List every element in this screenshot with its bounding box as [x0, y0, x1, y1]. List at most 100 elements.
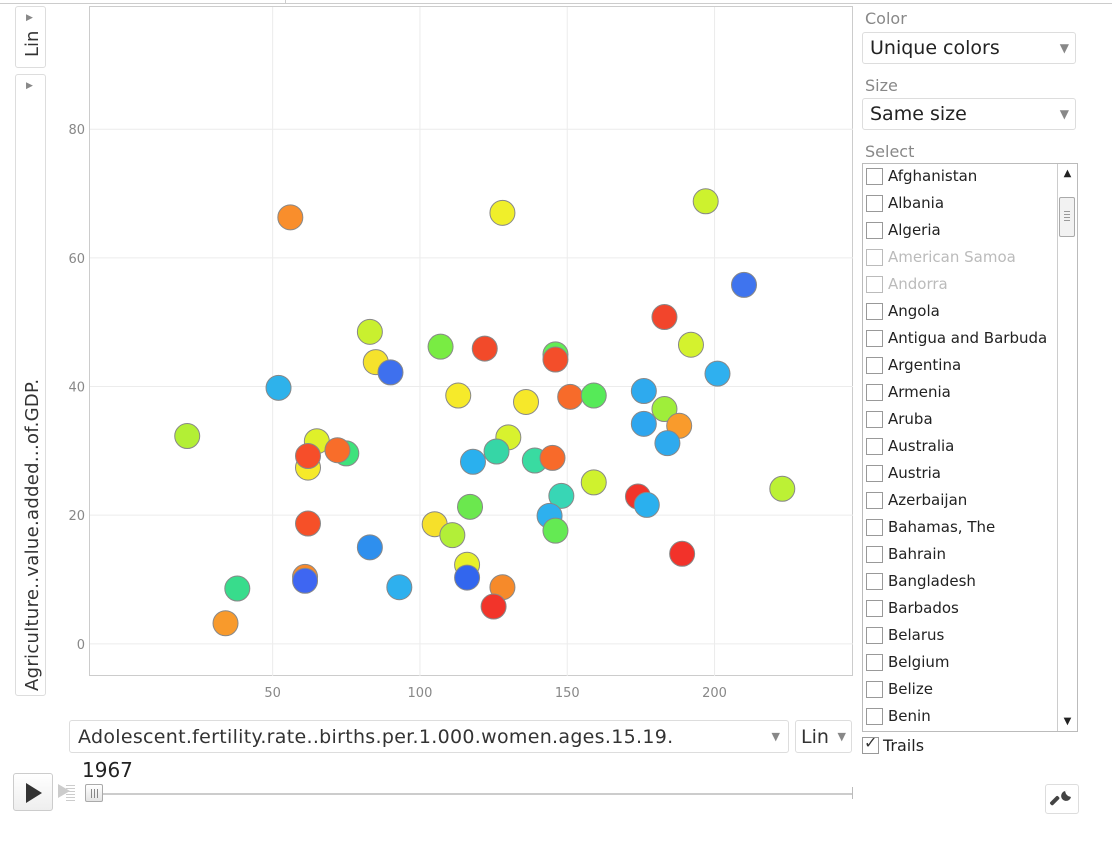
data-bubble[interactable] [295, 510, 321, 537]
scatter-chart[interactable]: 50 100 150 200 0 20 40 60 80 [0, 0, 860, 700]
data-bubble[interactable] [548, 482, 575, 509]
data-bubble[interactable] [630, 410, 657, 437]
list-item-checkbox[interactable] [866, 249, 883, 266]
list-item-checkbox[interactable] [866, 357, 883, 374]
data-bubble[interactable] [677, 331, 704, 358]
list-item-checkbox[interactable] [866, 573, 883, 590]
list-item[interactable]: Armenia [866, 380, 1056, 407]
x-variable-selector[interactable]: Adolescent.fertility.rate..births.per.1.… [69, 720, 789, 753]
list-item[interactable]: Argentina [866, 353, 1056, 380]
list-item[interactable]: Antigua and Barbuda [866, 326, 1056, 353]
list-item[interactable]: Azerbaijan [866, 488, 1056, 515]
list-item[interactable]: Belize [866, 677, 1056, 704]
list-item[interactable]: Bahamas, The [866, 515, 1056, 542]
list-item-checkbox[interactable] [866, 627, 883, 644]
list-item[interactable]: Aruba [866, 407, 1056, 434]
data-bubble[interactable] [651, 304, 678, 331]
data-bubble[interactable] [480, 593, 507, 620]
data-bubble[interactable] [439, 522, 466, 549]
data-bubble[interactable] [471, 335, 498, 362]
data-bubble[interactable] [692, 188, 719, 215]
list-item-checkbox[interactable] [866, 168, 883, 185]
play-button[interactable] [13, 773, 53, 811]
speed-control[interactable] [56, 780, 78, 806]
data-bubble[interactable] [277, 204, 304, 231]
data-bubble[interactable] [265, 374, 292, 401]
list-item-checkbox[interactable] [866, 384, 883, 401]
data-bubble[interactable] [654, 430, 681, 457]
data-bubble[interactable] [212, 610, 239, 637]
data-bubble[interactable] [356, 318, 383, 345]
list-item[interactable]: Bahrain [866, 542, 1056, 569]
list-item-checkbox[interactable] [866, 438, 883, 455]
y-scale-selector[interactable]: ▶ Lin [15, 6, 46, 68]
data-bubble[interactable] [457, 493, 484, 520]
data-bubble[interactable] [580, 469, 607, 496]
data-bubble[interactable] [542, 517, 569, 544]
list-item-checkbox[interactable] [866, 276, 883, 293]
y-variable-selector[interactable]: ▶ Agriculture..value.added...of.GDP. [15, 74, 46, 696]
list-item[interactable]: Albania [866, 191, 1056, 218]
time-slider-track[interactable] [94, 793, 853, 795]
data-bubble[interactable] [669, 540, 696, 567]
list-item-checkbox[interactable] [866, 411, 883, 428]
trails-checkbox[interactable] [862, 737, 879, 754]
time-slider-handle[interactable] [85, 784, 103, 802]
list-item[interactable]: American Samoa [866, 245, 1056, 272]
data-bubble[interactable] [427, 333, 454, 360]
data-bubble[interactable] [324, 437, 351, 464]
list-item-checkbox[interactable] [866, 681, 883, 698]
list-item[interactable]: Bangladesh [866, 569, 1056, 596]
list-item[interactable]: Australia [866, 434, 1056, 461]
list-item-checkbox[interactable] [866, 330, 883, 347]
data-bubble[interactable] [704, 360, 731, 387]
list-item-checkbox[interactable] [866, 654, 883, 671]
data-bubble[interactable] [224, 575, 251, 602]
list-item-checkbox[interactable] [866, 303, 883, 320]
list-item-checkbox[interactable] [866, 708, 883, 725]
data-bubble[interactable] [295, 443, 321, 470]
list-item[interactable]: Benin [866, 704, 1056, 731]
country-list[interactable]: Afghanistan Albania Algeria American Samoa A… [862, 163, 1078, 732]
data-bubble[interactable] [445, 382, 472, 409]
data-bubble[interactable] [651, 396, 678, 423]
list-item-checkbox[interactable] [866, 519, 883, 536]
data-bubble[interactable] [769, 475, 796, 502]
list-scrollbar[interactable]: ▲ ▼ [1057, 164, 1077, 731]
list-item-checkbox[interactable] [866, 195, 883, 212]
data-bubble[interactable] [292, 567, 319, 594]
size-dropdown[interactable]: Same size ▼ [862, 98, 1076, 130]
data-bubble[interactable] [557, 383, 584, 410]
data-bubble[interactable] [454, 564, 481, 591]
data-bubble[interactable] [377, 359, 404, 386]
list-item[interactable]: Belarus [866, 623, 1056, 650]
scroll-up-icon[interactable]: ▲ [1063, 168, 1072, 179]
data-bubble[interactable] [580, 382, 607, 409]
data-bubble[interactable] [630, 378, 657, 405]
list-item-checkbox[interactable] [866, 546, 883, 563]
data-bubble[interactable] [489, 199, 516, 226]
color-dropdown[interactable]: Unique colors ▼ [862, 32, 1076, 64]
data-bubble[interactable] [731, 271, 757, 298]
x-scale-selector[interactable]: Lin ▼ [795, 720, 852, 753]
list-item[interactable]: Belgium [866, 650, 1056, 677]
data-bubble[interactable] [539, 444, 566, 471]
list-item[interactable]: Angola [866, 299, 1056, 326]
list-item-checkbox[interactable] [866, 492, 883, 509]
list-item[interactable]: Austria [866, 461, 1056, 488]
data-bubble[interactable] [633, 491, 660, 518]
data-bubble[interactable] [513, 388, 539, 415]
list-item[interactable]: Barbados [866, 596, 1056, 623]
data-bubble[interactable] [542, 346, 569, 373]
data-bubble[interactable] [459, 448, 486, 475]
list-item[interactable]: Afghanistan [866, 164, 1056, 191]
data-bubble[interactable] [386, 574, 413, 601]
scroll-down-icon[interactable]: ▼ [1063, 716, 1072, 727]
data-bubble[interactable] [174, 423, 201, 450]
data-bubble[interactable] [483, 438, 510, 465]
scrollbar-thumb[interactable] [1059, 197, 1075, 237]
data-bubble[interactable] [356, 534, 383, 561]
list-item-checkbox[interactable] [866, 600, 883, 617]
list-item[interactable]: Algeria [866, 218, 1056, 245]
list-item-checkbox[interactable] [866, 465, 883, 482]
